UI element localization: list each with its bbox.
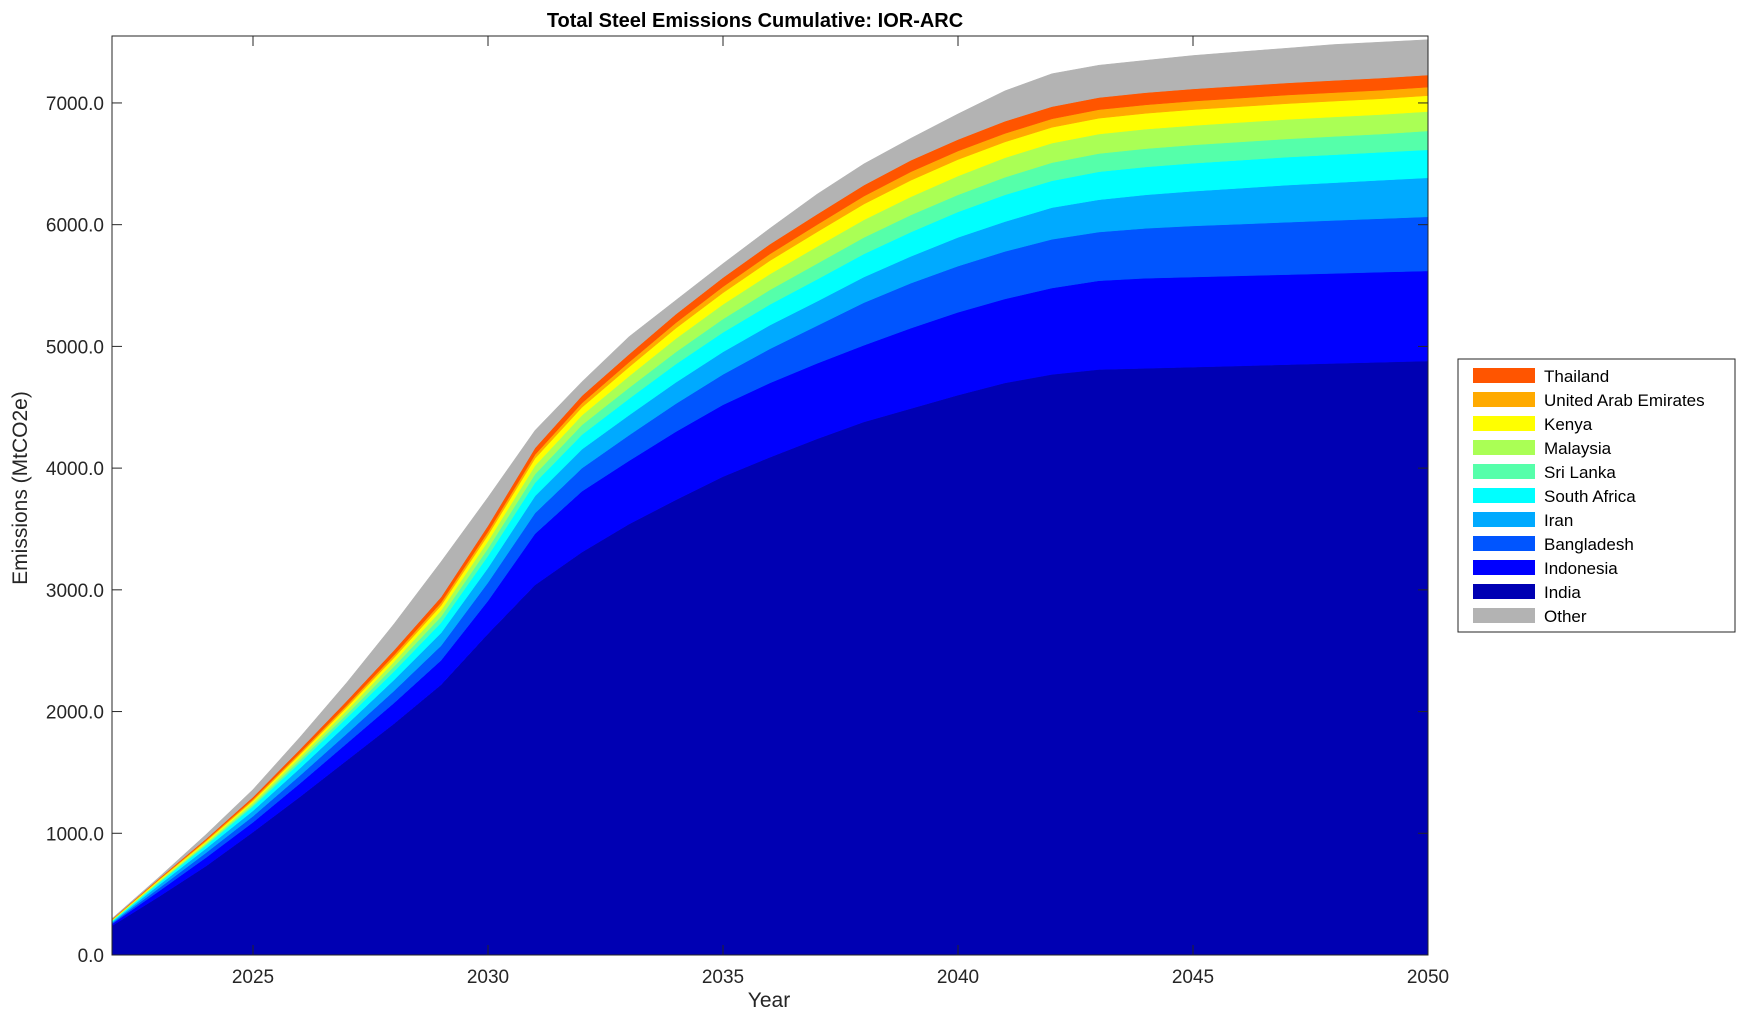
y-tick-label: 2000.0 <box>46 703 104 724</box>
x-tick-label: 2025 <box>232 967 274 988</box>
y-tick-label: 3000.0 <box>46 581 104 602</box>
legend-swatch <box>1473 560 1535 575</box>
legend-label: Other <box>1544 607 1587 626</box>
legend-label: United Arab Emirates <box>1544 391 1705 410</box>
y-tick-label: 0.0 <box>78 946 104 967</box>
x-tick-label: 2040 <box>937 967 979 988</box>
legend-label: Sri Lanka <box>1544 463 1616 482</box>
chart-title: Total Steel Emissions Cumulative: IOR-AR… <box>547 10 963 32</box>
legend-swatch <box>1473 392 1535 407</box>
y-axis-title: Emissions (MtCO2e) <box>9 391 32 585</box>
x-tick-label: 2045 <box>1172 967 1214 988</box>
y-tick-label: 5000.0 <box>46 337 104 358</box>
legend: Thailand United Arab Emirates Kenya Malaysi… <box>1457 358 1736 633</box>
y-axis: 0.0 1000.0 2000.0 3000.0 4000.0 5000.0 6000.0 7… <box>46 94 1428 967</box>
y-tick-label: 6000.0 <box>46 216 104 237</box>
legend-swatch <box>1473 464 1535 479</box>
legend-label: Malaysia <box>1544 439 1612 458</box>
legend-label: Indonesia <box>1544 559 1618 578</box>
legend-swatch <box>1473 512 1535 527</box>
legend-swatch <box>1473 416 1535 431</box>
x-tick-label: 2035 <box>702 967 744 988</box>
legend-swatch <box>1473 368 1535 383</box>
area-series-group <box>111 39 1429 956</box>
plot-area-frame <box>111 35 1429 956</box>
legend-label: Thailand <box>1544 367 1609 386</box>
legend-label: Kenya <box>1544 415 1593 434</box>
legend-swatch <box>1473 488 1535 503</box>
legend-label: South Africa <box>1544 487 1636 506</box>
legend-swatch <box>1473 584 1535 599</box>
x-axis: 2025 2030 2035 2040 2045 2050 <box>232 36 1449 988</box>
legend-swatch <box>1473 440 1535 455</box>
x-tick-label: 2030 <box>467 967 509 988</box>
y-tick-label: 1000.0 <box>46 824 104 845</box>
y-tick-label: 4000.0 <box>46 459 104 480</box>
legend-label: Iran <box>1544 511 1573 530</box>
x-axis-title: Year <box>748 989 790 1012</box>
x-tick-label: 2050 <box>1407 967 1449 988</box>
legend-label: Bangladesh <box>1544 535 1634 554</box>
legend-swatch <box>1473 536 1535 551</box>
legend-label: India <box>1544 583 1581 602</box>
legend-swatch <box>1473 608 1535 623</box>
y-tick-label: 7000.0 <box>46 94 104 115</box>
